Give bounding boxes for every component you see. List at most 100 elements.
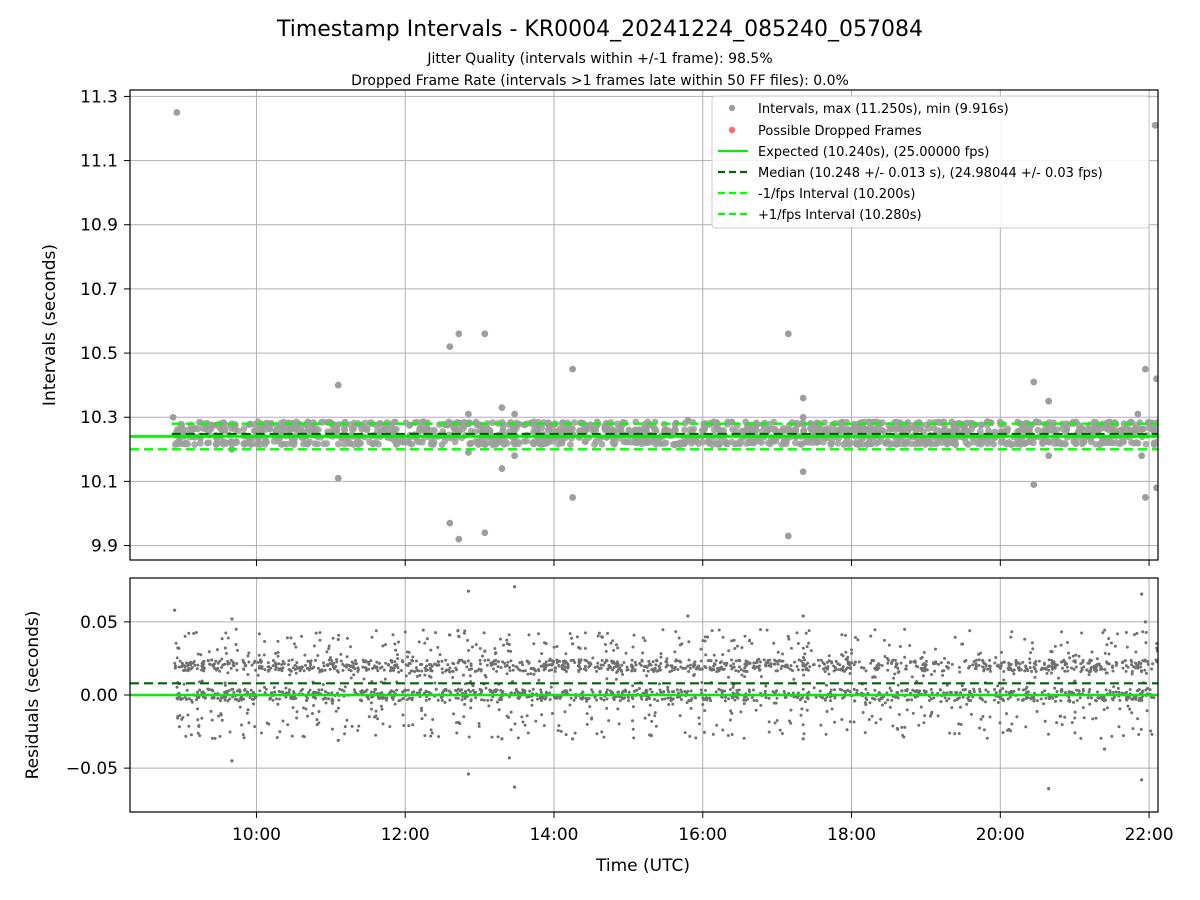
- interval-point: [621, 438, 629, 446]
- residual-point: [523, 723, 527, 727]
- residual-point: [899, 661, 903, 665]
- residual-point: [840, 666, 844, 670]
- interval-point: [698, 427, 706, 434]
- residual-point: [544, 696, 548, 700]
- residual-point: [242, 667, 246, 671]
- residual-point: [679, 688, 683, 692]
- residual-point: [227, 689, 231, 693]
- interval-point: [297, 425, 305, 433]
- residual-point: [388, 725, 392, 729]
- interval-point: [925, 425, 933, 432]
- interval-point: [1134, 439, 1142, 447]
- residual-point: [367, 662, 371, 666]
- residual-point: [278, 730, 282, 734]
- residual-point: [521, 691, 525, 695]
- residual-point: [183, 634, 187, 638]
- residual-point: [579, 667, 583, 671]
- residual-point: [690, 697, 694, 701]
- residual-point: [1067, 651, 1071, 655]
- residual-point: [827, 654, 831, 658]
- residual-point: [401, 660, 405, 664]
- residual-point: [733, 698, 737, 702]
- residual-point: [429, 648, 433, 652]
- residual-point: [509, 710, 513, 714]
- residual-point: [789, 664, 793, 668]
- residual-point: [230, 759, 234, 763]
- residual-point: [322, 664, 326, 668]
- residual-point: [266, 661, 270, 665]
- residual-point: [706, 635, 710, 639]
- interval-point: [792, 426, 800, 434]
- residual-point: [291, 706, 295, 710]
- residual-point: [520, 715, 524, 719]
- residual-point: [280, 662, 284, 666]
- residual-point: [873, 688, 877, 692]
- residual-point: [877, 663, 881, 667]
- residual-point: [429, 728, 433, 732]
- bottom-y-axis-label: Residuals (seconds): [23, 611, 43, 780]
- residual-point: [187, 631, 191, 635]
- interval-point: [1153, 484, 1158, 492]
- residual-point: [638, 661, 642, 665]
- interval-point: [361, 419, 369, 427]
- residual-point: [275, 736, 279, 740]
- residual-point: [744, 669, 748, 673]
- residual-point: [196, 707, 200, 711]
- residual-point: [814, 695, 818, 699]
- residual-point: [383, 677, 387, 681]
- residual-point: [423, 734, 427, 738]
- residual-point: [1024, 664, 1028, 668]
- residual-point: [295, 666, 299, 670]
- residual-point: [462, 715, 466, 719]
- residual-point: [704, 653, 708, 657]
- residual-point: [834, 659, 838, 663]
- residual-point: [487, 704, 491, 708]
- interval-point: [962, 439, 970, 447]
- residual-point: [852, 720, 856, 724]
- residual-point: [396, 657, 400, 661]
- residual-point: [206, 687, 210, 691]
- residual-point: [799, 659, 803, 663]
- residual-point: [737, 669, 741, 673]
- residual-point: [512, 785, 517, 789]
- residual-point: [1031, 647, 1035, 651]
- residual-point: [891, 658, 895, 662]
- residual-point: [507, 643, 511, 647]
- residual-point: [1131, 727, 1135, 731]
- residual-point: [993, 687, 997, 691]
- residual-point: [972, 659, 976, 663]
- residual-point: [247, 721, 251, 725]
- residual-point: [948, 731, 952, 735]
- residual-point: [1035, 710, 1039, 714]
- residual-point: [945, 665, 949, 669]
- residual-point: [1110, 665, 1114, 669]
- residual-point: [210, 658, 214, 662]
- residual-point: [464, 689, 468, 693]
- residual-point: [702, 730, 706, 734]
- interval-point: [1102, 425, 1110, 432]
- residual-point: [1136, 663, 1140, 667]
- residual-point: [727, 675, 731, 679]
- residual-point: [877, 666, 881, 670]
- interval-point: [799, 413, 807, 421]
- residual-point: [1144, 630, 1148, 634]
- residual-point: [461, 673, 465, 677]
- residual-point: [420, 706, 424, 710]
- residual-point: [410, 669, 414, 673]
- residual-point: [806, 668, 810, 672]
- residual-point: [474, 643, 478, 647]
- residual-point: [1117, 690, 1121, 694]
- residual-point: [537, 678, 541, 682]
- residual-point: [495, 669, 499, 673]
- residual-point: [801, 614, 805, 618]
- residual-point: [192, 660, 196, 664]
- residual-point: [175, 685, 179, 689]
- residual-point: [1131, 697, 1135, 701]
- residual-point: [751, 666, 755, 670]
- residual-point: [857, 660, 861, 664]
- residual-point: [874, 721, 878, 725]
- residual-point: [786, 634, 790, 639]
- interval-point: [270, 438, 278, 445]
- interval-point: [300, 440, 307, 448]
- residual-point: [929, 712, 933, 716]
